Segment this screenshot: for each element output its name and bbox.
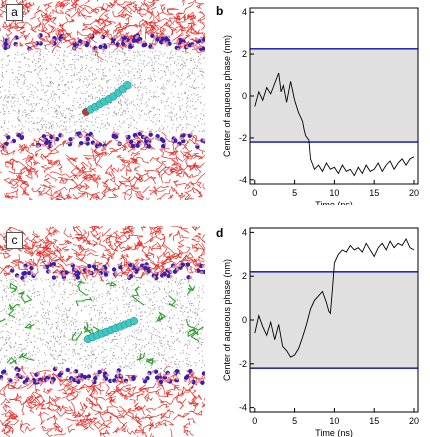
x-tick-label: 0 xyxy=(252,188,257,198)
lower-headgroups xyxy=(2,130,205,151)
upper-headgroups xyxy=(10,261,205,282)
lower-headgroups xyxy=(0,365,205,386)
panel-label-a: a xyxy=(6,4,23,21)
upper-headgroups xyxy=(1,33,205,51)
panel-label-c: c xyxy=(6,232,23,249)
y-axis-label-unit: (nm) xyxy=(222,35,232,54)
panel-label-d: d xyxy=(216,226,224,240)
x-tick-label: 20 xyxy=(409,188,419,198)
water-molecules xyxy=(0,278,205,369)
x-tick-label: 15 xyxy=(369,188,379,198)
y-axis-label-text: Center of aqueous phase xyxy=(222,277,232,381)
x-axis-label: Time (ns) xyxy=(315,428,353,437)
x-tick-label: 20 xyxy=(409,416,419,426)
snapshot-c-graphic xyxy=(0,226,205,437)
aqueous-center-trace xyxy=(254,72,415,177)
y-tick-label: 0 xyxy=(242,315,247,325)
aqueous-center-trace xyxy=(254,238,415,358)
y-tick-label: 4 xyxy=(242,7,247,17)
upper-lipid-tails xyxy=(0,0,205,61)
membrane-snapshot-c xyxy=(0,226,205,437)
aqueous-phase-band xyxy=(250,49,418,143)
green-molecules xyxy=(0,280,204,365)
y-tick-label: 2 xyxy=(242,49,247,59)
water-molecules xyxy=(0,50,205,133)
aqueous-phase-band xyxy=(250,271,418,369)
y-tick-label: 4 xyxy=(242,227,247,237)
y-tick-label: -2 xyxy=(239,359,247,369)
x-tick-label: 10 xyxy=(329,188,339,198)
panel-label-a-text: a xyxy=(11,5,18,19)
x-tick-label: 5 xyxy=(292,416,297,426)
membrane-snapshot-a xyxy=(0,0,205,200)
y-tick-label: 0 xyxy=(242,91,247,101)
y-tick-label: -4 xyxy=(239,403,247,413)
x-tick-label: 10 xyxy=(329,416,339,426)
y-tick-label: 2 xyxy=(242,271,247,281)
x-tick-label: 0 xyxy=(252,416,257,426)
panel-label-b: b xyxy=(216,4,224,18)
y-tick-label: -4 xyxy=(239,175,247,185)
panel-label-c-text: c xyxy=(11,233,18,247)
lower-lipid-tails xyxy=(0,365,205,437)
y-axis-label: Center of aqueous phase (nm) xyxy=(222,35,232,157)
solute-molecule xyxy=(81,80,132,117)
snapshot-a-graphic xyxy=(0,0,205,200)
solute-molecule xyxy=(83,316,139,344)
y-tick-label: -2 xyxy=(239,133,247,143)
x-axis-label: Time (ns) xyxy=(315,200,353,205)
y-axis-label-unit: (nm) xyxy=(222,259,232,278)
chart-b: 0 5 10 15 20 -4 -2 0 2 4 Time (ns) Center of aqueou… xyxy=(222,7,419,205)
x-tick-label: 5 xyxy=(292,188,297,198)
y-axis-label-text: Center of aqueous phase xyxy=(222,53,232,157)
x-tick-label: 15 xyxy=(369,416,379,426)
chart-d: 0 5 10 15 20 -4 -2 0 2 4 Time (ns) Center of aqueou… xyxy=(222,227,419,437)
y-axis-label: Center of aqueous phase (nm) xyxy=(222,259,232,381)
